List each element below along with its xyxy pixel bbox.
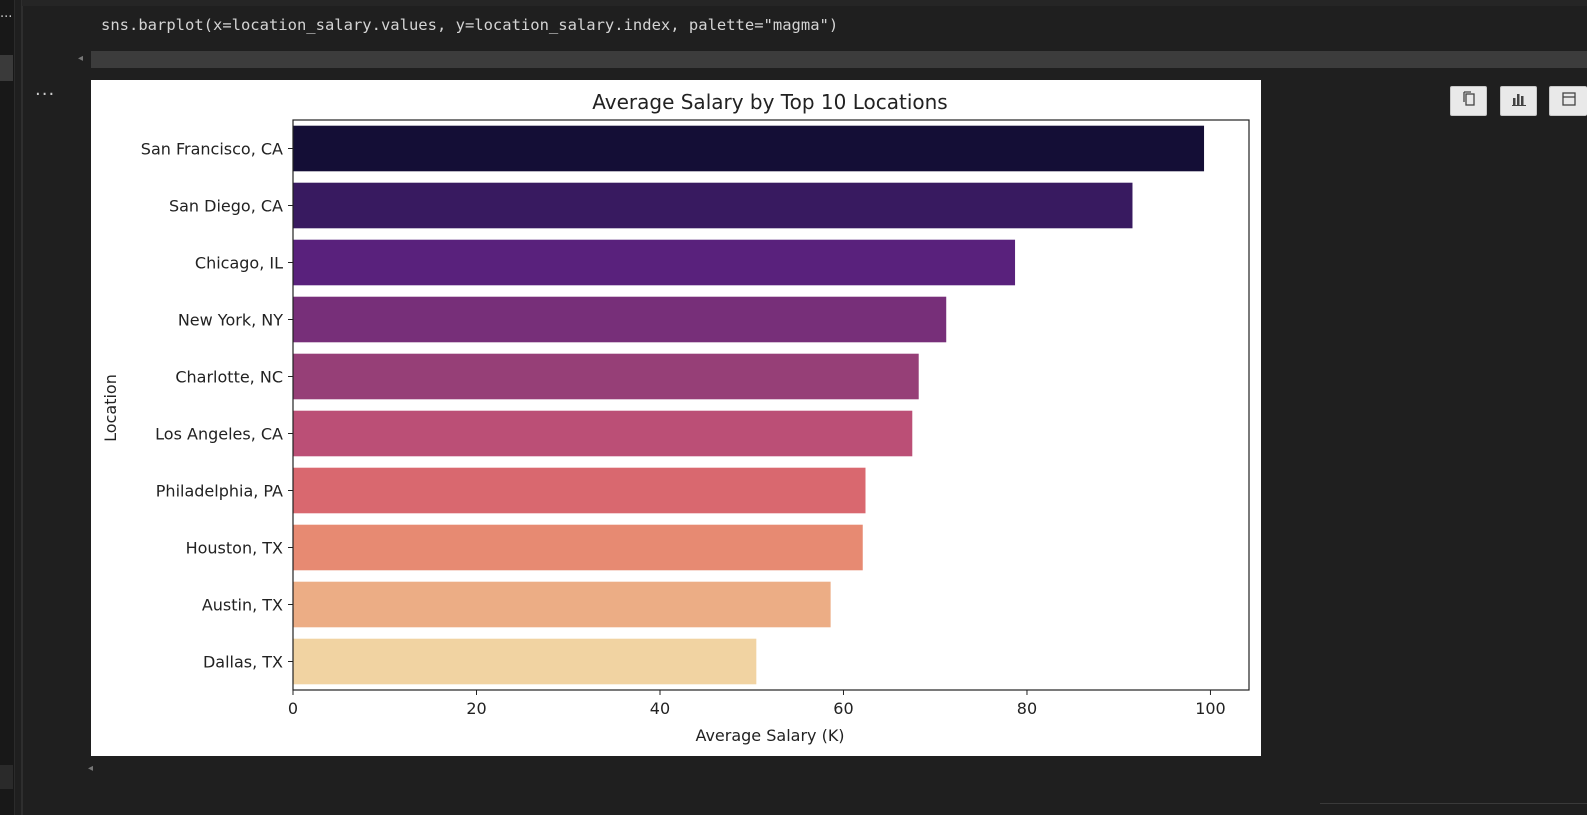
x-tick-label: 0 (288, 699, 298, 718)
x-axis-label: Average Salary (K) (695, 726, 844, 745)
output-more-button[interactable]: ... (35, 79, 56, 100)
bar (293, 581, 831, 628)
gutter-more-indicator: ... (0, 6, 13, 21)
cell-rail (21, 0, 23, 815)
x-tick-label: 60 (833, 699, 853, 718)
y-tick-label: Houston, TX (186, 539, 283, 558)
x-tick-label: 40 (650, 699, 670, 718)
y-tick-label: Austin, TX (202, 596, 283, 615)
chart-view-button[interactable] (1500, 86, 1537, 116)
y-tick-label: Charlotte, NC (175, 368, 283, 387)
plot-frame (292, 119, 1250, 691)
bar (293, 524, 863, 571)
bar (293, 182, 1133, 229)
y-tick-labels: San Francisco, CA San Diego, CA Chicago, I… (141, 140, 293, 672)
y-axis-label: Location (101, 374, 120, 442)
bar (293, 296, 947, 343)
y-tick-label: San Diego, CA (169, 197, 283, 216)
expand-output-button[interactable] (1549, 86, 1587, 116)
divider (1320, 803, 1587, 804)
top-strip (22, 0, 1587, 6)
bar (293, 467, 866, 514)
expand-icon (1561, 91, 1577, 111)
x-ticks: 0 20 40 60 80 100 (288, 690, 1226, 718)
gutter-marker (0, 55, 13, 81)
bar (293, 410, 913, 457)
code-line[interactable]: sns.barplot(x=location_salary.values, y=… (101, 16, 839, 34)
copy-output-button[interactable] (1450, 86, 1487, 116)
bar (293, 239, 1016, 286)
left-gutter: ... (0, 0, 15, 815)
x-tick-label: 20 (466, 699, 486, 718)
y-tick-label: Dallas, TX (203, 653, 283, 672)
scroll-left-arrow-icon[interactable]: ◂ (88, 763, 94, 774)
scroll-left-arrow-icon[interactable]: ◂ (78, 53, 84, 64)
x-tick-label: 80 (1017, 699, 1037, 718)
chart-output: Average Salary by Top 10 Locations San F… (91, 80, 1261, 756)
bars-group (293, 125, 1205, 685)
y-tick-label: Philadelphia, PA (156, 482, 283, 501)
bar (293, 125, 1205, 172)
x-tick-label: 100 (1195, 699, 1226, 718)
chart-icon (1511, 91, 1527, 111)
bar (293, 353, 919, 400)
copy-icon (1461, 91, 1477, 111)
y-tick-label: Chicago, IL (195, 254, 283, 273)
chart-title: Average Salary by Top 10 Locations (592, 90, 947, 114)
y-tick-label: Los Angeles, CA (155, 425, 283, 444)
bar (293, 638, 757, 685)
gutter-marker (0, 765, 13, 789)
y-tick-label: San Francisco, CA (141, 140, 283, 159)
bar-chart: Average Salary by Top 10 Locations San F… (101, 90, 1250, 745)
y-tick-label: New York, NY (178, 311, 283, 330)
horizontal-scrollbar[interactable] (91, 51, 1587, 68)
